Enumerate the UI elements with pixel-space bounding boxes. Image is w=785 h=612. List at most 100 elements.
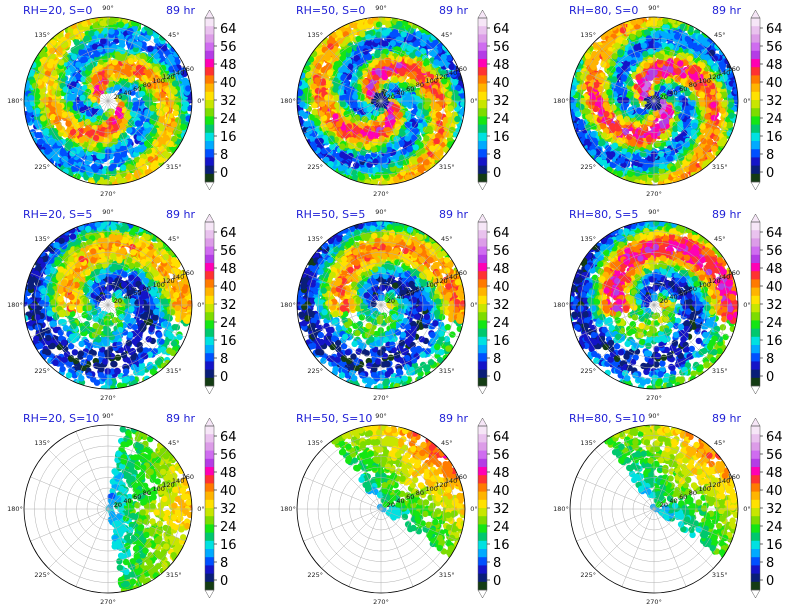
angle-tick-label: 270° <box>100 190 116 198</box>
precip-cell <box>100 38 107 45</box>
precip-cell <box>142 95 149 102</box>
precip-cell <box>31 137 38 144</box>
radius-tick-label: 160 <box>182 65 194 73</box>
precip-cell <box>108 28 115 35</box>
precip-cell <box>388 83 396 90</box>
precip-cell <box>433 138 440 145</box>
precip-cell <box>378 135 385 142</box>
precip-cell <box>423 135 430 142</box>
precip-cell <box>314 77 321 84</box>
precip-cell <box>144 140 151 147</box>
precip-cell <box>445 54 453 62</box>
angle-tick-label: 135° <box>34 31 50 39</box>
precip-cell <box>120 151 128 158</box>
precip-cell <box>133 146 141 153</box>
colorbar-swatch <box>205 91 214 101</box>
precip-cell <box>358 93 365 100</box>
precip-cell <box>60 42 68 49</box>
colorbar-tick-label: 16 <box>220 130 237 145</box>
precip-cell <box>85 100 92 107</box>
precip-cell <box>55 103 63 110</box>
precip-cell <box>126 163 133 171</box>
precip-cell <box>49 53 56 60</box>
precip-cell <box>134 120 142 127</box>
precip-cell <box>75 61 82 68</box>
precip-cell <box>299 101 306 108</box>
precip-cell <box>134 169 141 176</box>
precip-cell <box>120 170 127 178</box>
precip-cell <box>329 143 336 150</box>
colorbar-swatch <box>205 165 214 175</box>
precip-cell <box>381 180 388 185</box>
precip-cell <box>126 127 133 134</box>
precip-cell <box>171 80 179 87</box>
precip-cell <box>78 49 85 56</box>
precip-cell <box>392 76 399 84</box>
colorbar-swatch <box>205 157 214 166</box>
precip-cell <box>93 50 101 58</box>
precip-cell <box>138 158 146 165</box>
precip-cell <box>89 129 96 136</box>
precip-cell <box>117 21 125 28</box>
colorbar-tick-label: 8 <box>220 148 228 163</box>
precip-cell <box>118 101 125 109</box>
precip-cell <box>361 116 368 123</box>
colorbar-swatch <box>205 42 214 52</box>
precip-cell <box>368 131 376 138</box>
precip-cell <box>182 101 190 108</box>
precip-cell <box>433 103 440 110</box>
colorbar-swatch <box>205 100 214 109</box>
precip-cell <box>96 142 103 149</box>
precip-cell <box>407 145 414 153</box>
precip-cell <box>51 130 58 137</box>
precip-cell <box>339 101 347 108</box>
precip-cell <box>127 57 134 65</box>
precip-cell <box>152 66 159 73</box>
precip-cell <box>378 129 385 137</box>
precip-cell <box>88 30 95 37</box>
colorbar-tick-label: 24 <box>220 112 237 127</box>
precip-cell <box>158 124 166 132</box>
precip-cell <box>79 106 86 114</box>
precip-cell <box>152 140 159 147</box>
precip-cell <box>108 164 115 172</box>
precip-cell <box>423 103 430 110</box>
angle-tick-label: 0° <box>197 97 204 105</box>
precip-cell <box>301 82 309 89</box>
precip-cell <box>65 120 72 127</box>
precip-cell <box>98 152 106 160</box>
precip-cell <box>26 106 34 113</box>
colorbar-tick-label: 0 <box>220 166 228 181</box>
radius-tick-label: 20 <box>114 93 122 101</box>
precip-cell <box>56 139 63 147</box>
colorbar-swatch <box>205 59 214 68</box>
angle-tick-label: 180° <box>7 97 23 105</box>
precip-cell <box>139 52 146 60</box>
precip-cell <box>306 127 313 135</box>
colorbar-tick-label: 32 <box>220 94 237 109</box>
precip-cell <box>382 172 389 179</box>
precip-cell <box>392 176 400 183</box>
precip-cell <box>305 72 312 79</box>
precip-cell <box>91 163 98 171</box>
angle-tick-label: 225° <box>34 163 50 171</box>
precip-cell <box>411 134 418 141</box>
precip-cell <box>335 121 343 128</box>
precip-cell <box>112 17 120 22</box>
precip-cell <box>366 89 373 96</box>
precip-cell <box>172 109 179 117</box>
colorbar-swatch <box>205 116 214 125</box>
precip-cell <box>332 113 339 120</box>
precip-cell <box>399 130 406 138</box>
panel-title: RH=20, S=0 <box>23 4 92 17</box>
precip-cell <box>37 138 44 146</box>
colorbar-swatch <box>205 67 214 76</box>
precip-cell <box>79 166 86 173</box>
precip-cell <box>438 60 445 67</box>
precip-cell <box>326 69 334 76</box>
precip-cell <box>452 79 459 86</box>
precip-cell <box>50 39 57 46</box>
precip-cell <box>79 94 86 102</box>
